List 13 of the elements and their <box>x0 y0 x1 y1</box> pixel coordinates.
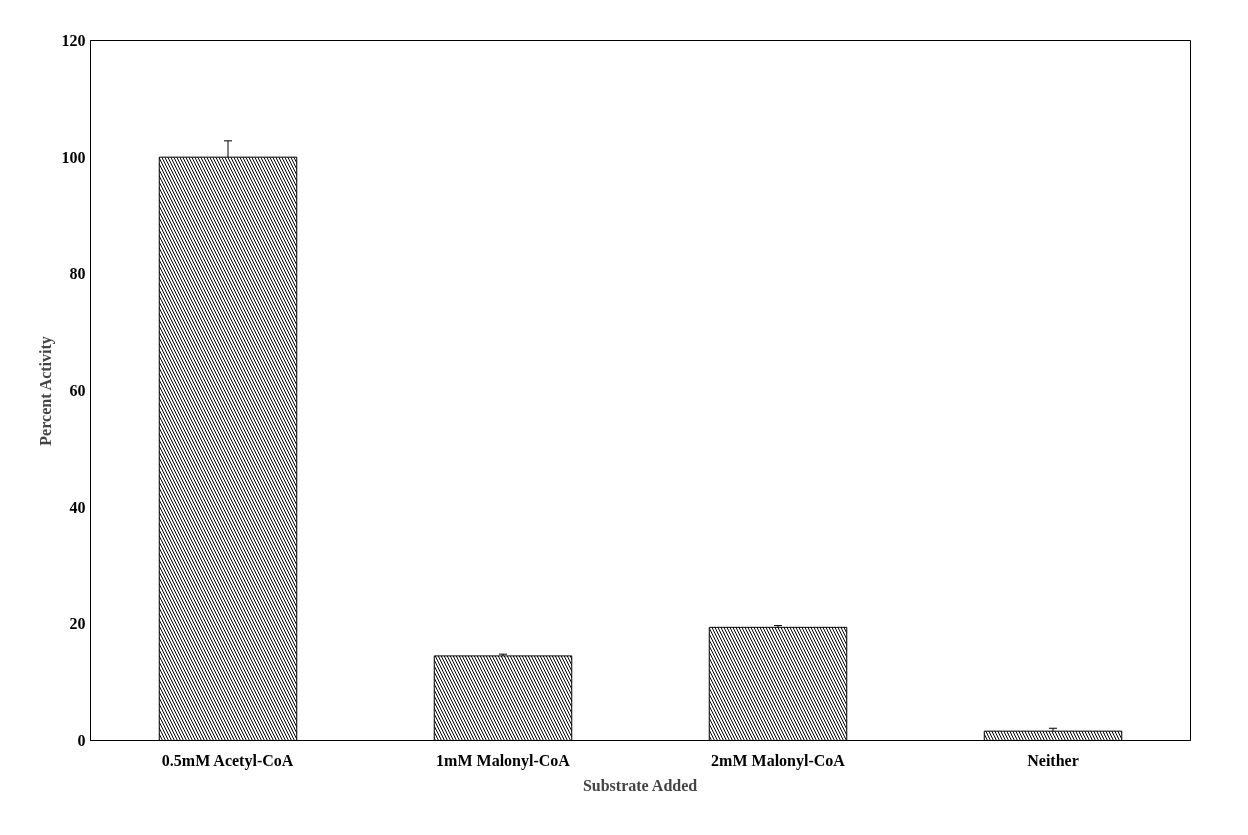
y-tick-label: 120 <box>61 32 86 49</box>
y-tick-label: 60 <box>69 382 86 399</box>
x-tick-label: Neither <box>1027 751 1079 769</box>
y-tick-label: 80 <box>69 265 86 283</box>
x-tick-label: 0.5mM Acetyl-CoA <box>161 751 294 770</box>
x-tick-label: 2mM Malonyl-CoA <box>711 751 846 770</box>
y-tick-label: 20 <box>69 615 86 633</box>
y-tick-label: 40 <box>69 498 86 516</box>
y-tick-label: 100 <box>61 148 86 166</box>
x-tick-label: 1mM Malonyl-CoA <box>436 751 571 770</box>
x-axis-title: Substrate Added <box>582 776 698 794</box>
y-axis-title: Percent Activity <box>36 336 55 446</box>
y-tick-label: 0 <box>77 732 86 749</box>
